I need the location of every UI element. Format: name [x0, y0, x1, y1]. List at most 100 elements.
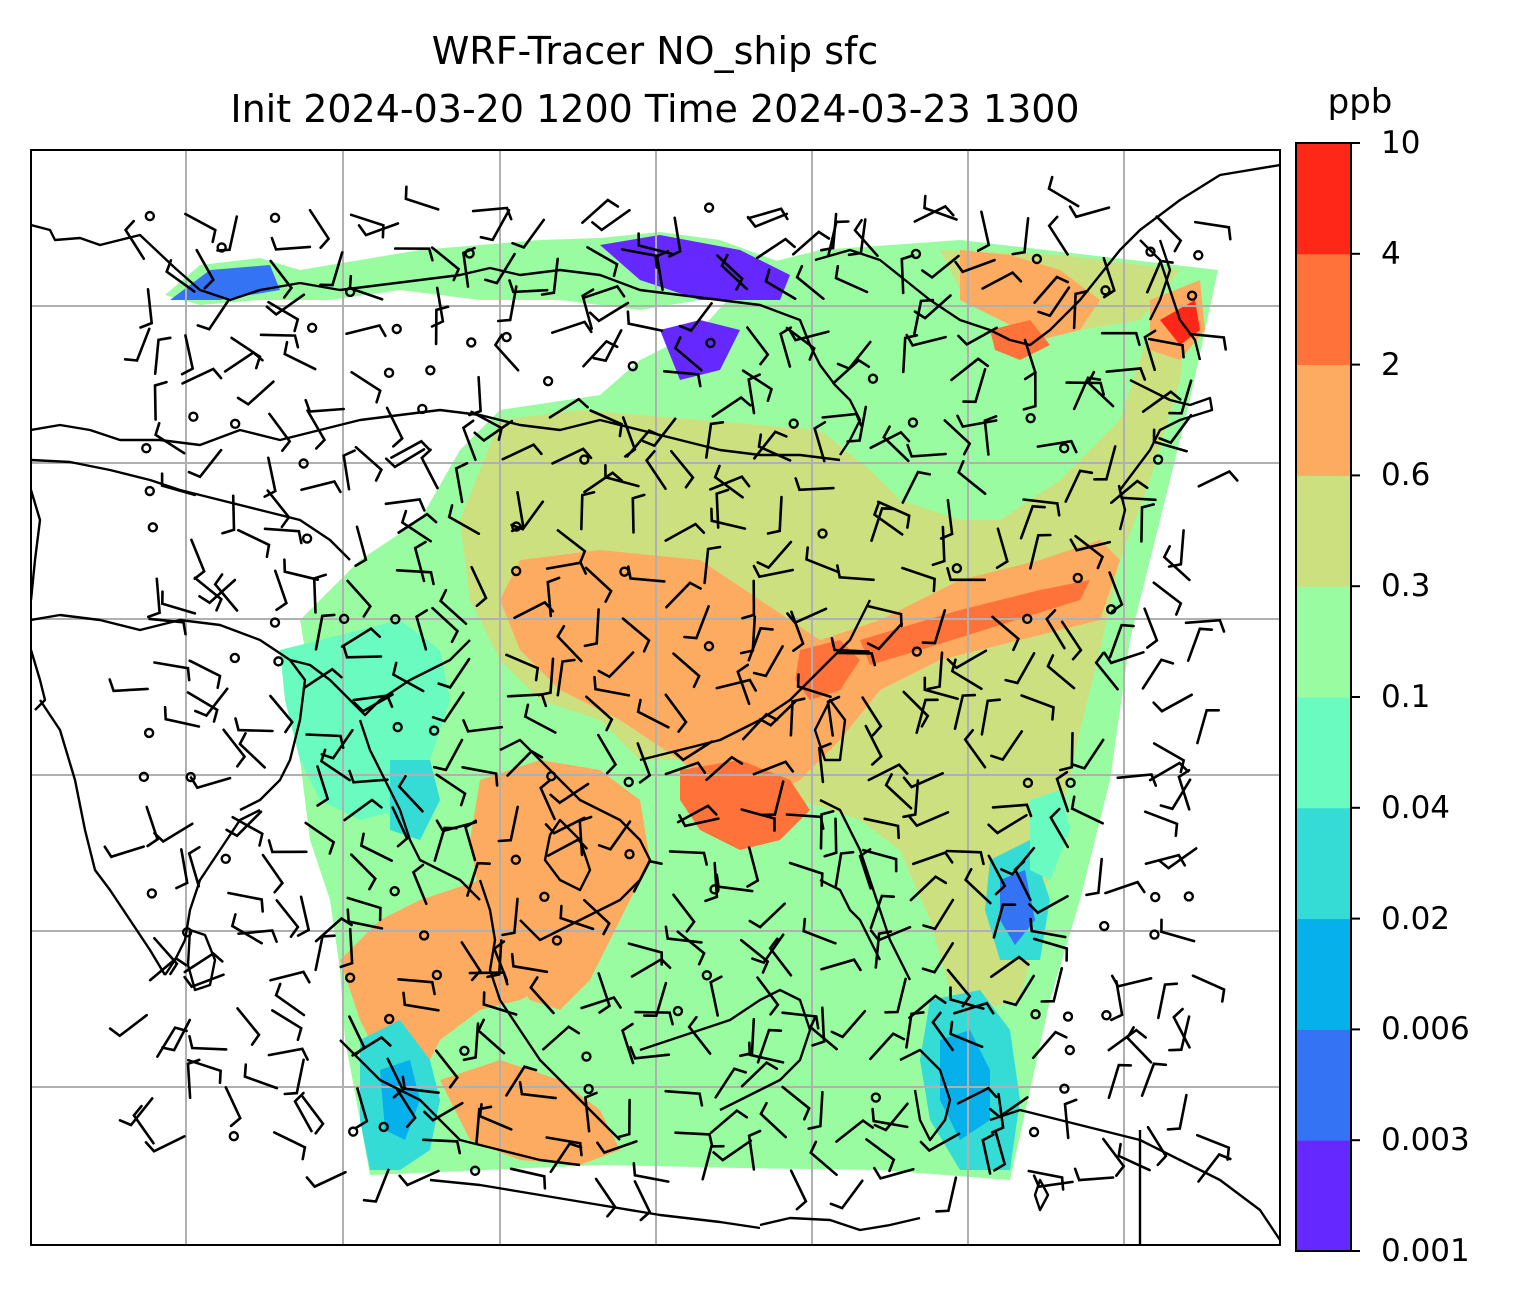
calm-wind-circle [951, 563, 963, 574]
wind-barb [1060, 620, 1083, 661]
calm-wind-circle [428, 725, 440, 736]
wind-barb [320, 728, 354, 760]
map-title: WRF-Tracer NO_ship sfc [431, 29, 879, 73]
wind-barb [1117, 1142, 1151, 1172]
wind-barb [221, 494, 236, 535]
wind-barb [909, 875, 948, 902]
wind-barb [184, 212, 217, 244]
wind-barb [993, 1130, 1007, 1172]
wind-barb [747, 373, 761, 415]
wind-barb [983, 415, 998, 456]
calm-wind-circle [1062, 1011, 1074, 1022]
wind-barb [230, 913, 263, 945]
coastline-india-e [164, 808, 261, 976]
wind-barb [913, 204, 955, 223]
wind-barb [132, 1104, 155, 1145]
wind-barb [882, 425, 910, 463]
wind-barb [1158, 414, 1193, 445]
wind-barb [746, 846, 760, 888]
wind-barb [314, 934, 336, 972]
wind-barb [1072, 376, 1102, 411]
wind-barb [709, 475, 751, 491]
wind-barb [836, 564, 875, 582]
calm-wind-circle [510, 854, 522, 865]
wind-barb [705, 421, 725, 459]
wind-barb [165, 259, 196, 293]
wind-barb [632, 1162, 670, 1183]
wind-barb [915, 698, 939, 734]
wind-barb [755, 237, 796, 260]
field-hotspot-bohai [990, 320, 1050, 360]
calm-wind-circle [383, 367, 395, 379]
calm-wind-circle [229, 652, 241, 664]
wind-barb [766, 495, 783, 535]
wind-barb [1085, 857, 1103, 897]
wind-barb [296, 895, 311, 937]
wind-barb [630, 957, 672, 978]
calm-wind-circle [1025, 412, 1036, 424]
wind-barb [304, 821, 336, 855]
calm-wind-circle [338, 613, 350, 625]
wind-barb [359, 832, 393, 862]
calm-wind-circle [703, 202, 715, 213]
wind-barb [1074, 534, 1105, 570]
wind-barb [234, 717, 274, 733]
calm-wind-circle [306, 322, 318, 333]
wind-barb [756, 1028, 783, 1064]
wind-barb [583, 471, 624, 494]
wind-barb [585, 695, 614, 732]
wind-barb [584, 566, 613, 603]
calm-wind-circle [551, 935, 563, 946]
wind-barb [627, 565, 666, 583]
wind-barb [802, 917, 837, 945]
wind-barb [664, 1089, 704, 1107]
wind-barb [1148, 761, 1190, 782]
calm-wind-circle [347, 1126, 359, 1137]
calm-wind-circle [1100, 285, 1111, 296]
wind-barb [963, 728, 987, 769]
coastline-philippines-2 [819, 878, 882, 961]
wind-barb [411, 863, 428, 906]
wind-barb [704, 861, 719, 903]
wind-barb [486, 939, 503, 979]
wind-barb [145, 805, 160, 848]
wind-barb [594, 1177, 617, 1218]
wind-barb [884, 977, 907, 1014]
colorbar-segment [1296, 1029, 1351, 1141]
wind-barb [1196, 709, 1220, 745]
wind-barb [676, 804, 718, 824]
wind-barb [1032, 1174, 1074, 1189]
wind-barb [473, 419, 514, 443]
calm-wind-circle [539, 891, 550, 903]
wind-barb [351, 1035, 392, 1057]
calm-wind-circle [701, 970, 713, 981]
colorbar-tick-label: 0.6 [1381, 457, 1431, 494]
wind-barb [153, 336, 172, 375]
wind-barb [714, 1067, 747, 1099]
wind-barb [308, 208, 331, 249]
calm-wind-circle [788, 418, 799, 429]
wind-barb [1027, 1169, 1065, 1191]
calm-wind-circle [579, 454, 590, 465]
wind-barb [430, 246, 461, 282]
calm-wind-circle [705, 337, 716, 349]
wind-barb [1143, 329, 1157, 372]
wind-barb [786, 607, 828, 625]
coastline-india-w [39, 699, 167, 976]
wind-barb [421, 1138, 462, 1155]
wind-barb [186, 1058, 201, 1100]
wind-barb [954, 258, 996, 274]
coastline-west [31, 489, 42, 601]
wind-barb [263, 456, 277, 498]
wind-barb [243, 1063, 279, 1090]
calm-wind-circle [425, 365, 436, 376]
wind-barb [578, 815, 593, 857]
wind-barb [267, 839, 308, 854]
calm-wind-circle [1193, 250, 1204, 261]
wind-barb [683, 605, 710, 640]
wind-barb [354, 525, 368, 568]
wind-barb [739, 1017, 756, 1058]
calm-wind-circle [703, 641, 715, 652]
wind-barb [866, 622, 903, 651]
calm-wind-circle [911, 646, 923, 657]
